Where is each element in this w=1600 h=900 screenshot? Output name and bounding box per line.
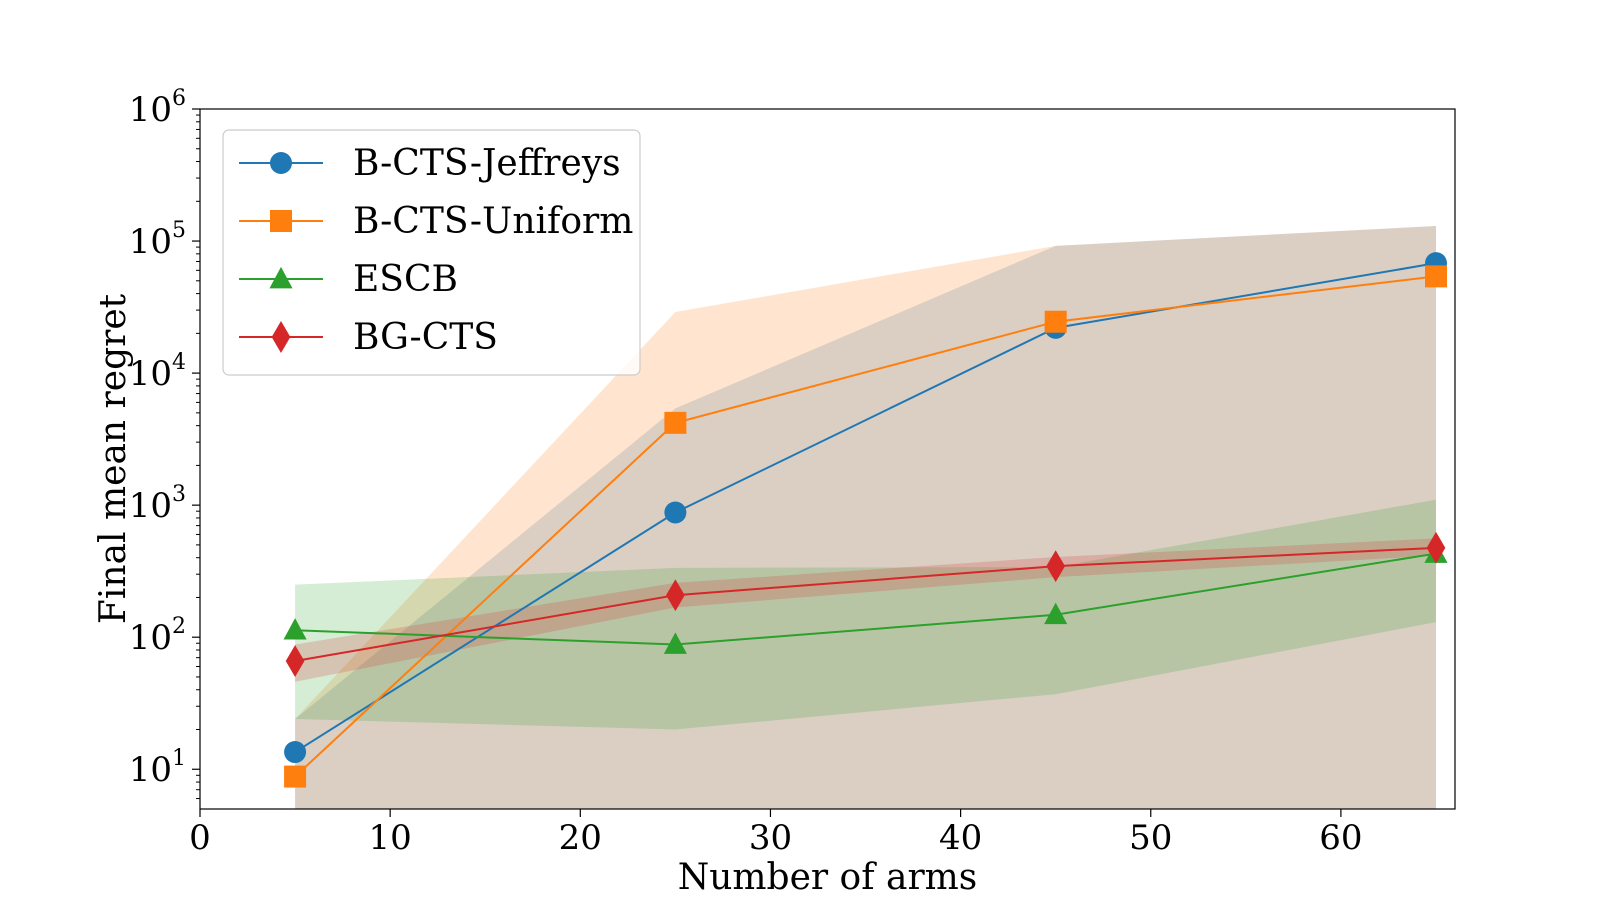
band-b-cts-jeffreys [295, 226, 1436, 810]
x-tick-label: 60 [1319, 818, 1362, 858]
x-axis-title: Number of arms [678, 857, 978, 898]
legend-marker [270, 210, 292, 232]
y-tick-label: 105 [129, 218, 186, 262]
y-tick-label: 106 [129, 86, 186, 130]
line-b-cts-jeffreys [294, 262, 1437, 753]
legend: B-CTS-Jeffreys B-CTS-Uniform ESCB BG-CTS [222, 129, 641, 376]
series-lines [294, 262, 1437, 778]
x-tick-label: 30 [749, 818, 792, 858]
point-b-cts-uniform [1044, 310, 1067, 333]
x-tick-label: 50 [1129, 818, 1172, 858]
legend-label: B-CTS-Jeffreys [353, 143, 621, 184]
x-tick-label: 10 [369, 818, 412, 858]
point-escb [663, 632, 687, 654]
legend-label: B-CTS-Uniform [353, 201, 633, 242]
band-escb [295, 499, 1436, 730]
plot-frame [199, 108, 1456, 810]
legend-marker [269, 266, 293, 289]
legend-marker [270, 152, 292, 174]
legend-label: BG-CTS [353, 317, 498, 358]
legend-box [222, 129, 641, 376]
line-bg-cts [294, 546, 1437, 663]
band-b-cts-uniform [295, 226, 1436, 810]
line-b-cts-uniform [294, 275, 1437, 778]
x-tick-label: 20 [559, 818, 602, 858]
line-escb [295, 552, 1437, 646]
point-bg-cts [666, 579, 685, 612]
y-axis-title: Final mean regret [93, 293, 134, 624]
legend-label: ESCB [353, 259, 458, 300]
point-b-cts-uniform [284, 765, 307, 788]
point-escb [283, 618, 307, 640]
y-tick-label: 102 [129, 614, 186, 658]
point-b-cts-uniform [1424, 265, 1447, 288]
point-b-cts-uniform [664, 411, 687, 434]
y-axis: 101 102 103 104 105 106 [129, 86, 200, 800]
point-bg-cts [1046, 550, 1066, 583]
point-bg-cts [285, 645, 305, 677]
x-axis: 0 10 20 30 40 50 60 [189, 809, 1363, 858]
y-tick-label: 104 [129, 350, 186, 394]
point-escb [1044, 602, 1068, 625]
point-bg-cts [1426, 531, 1446, 564]
x-tick-label: 0 [189, 818, 211, 858]
point-b-cts-jeffreys [664, 501, 687, 524]
legend-marker [271, 321, 291, 353]
point-b-cts-jeffreys [284, 741, 307, 764]
y-tick-label: 101 [129, 746, 186, 790]
y-tick-label: 103 [129, 482, 186, 526]
series-markers [283, 252, 1448, 788]
x-tick-label: 40 [939, 818, 982, 858]
